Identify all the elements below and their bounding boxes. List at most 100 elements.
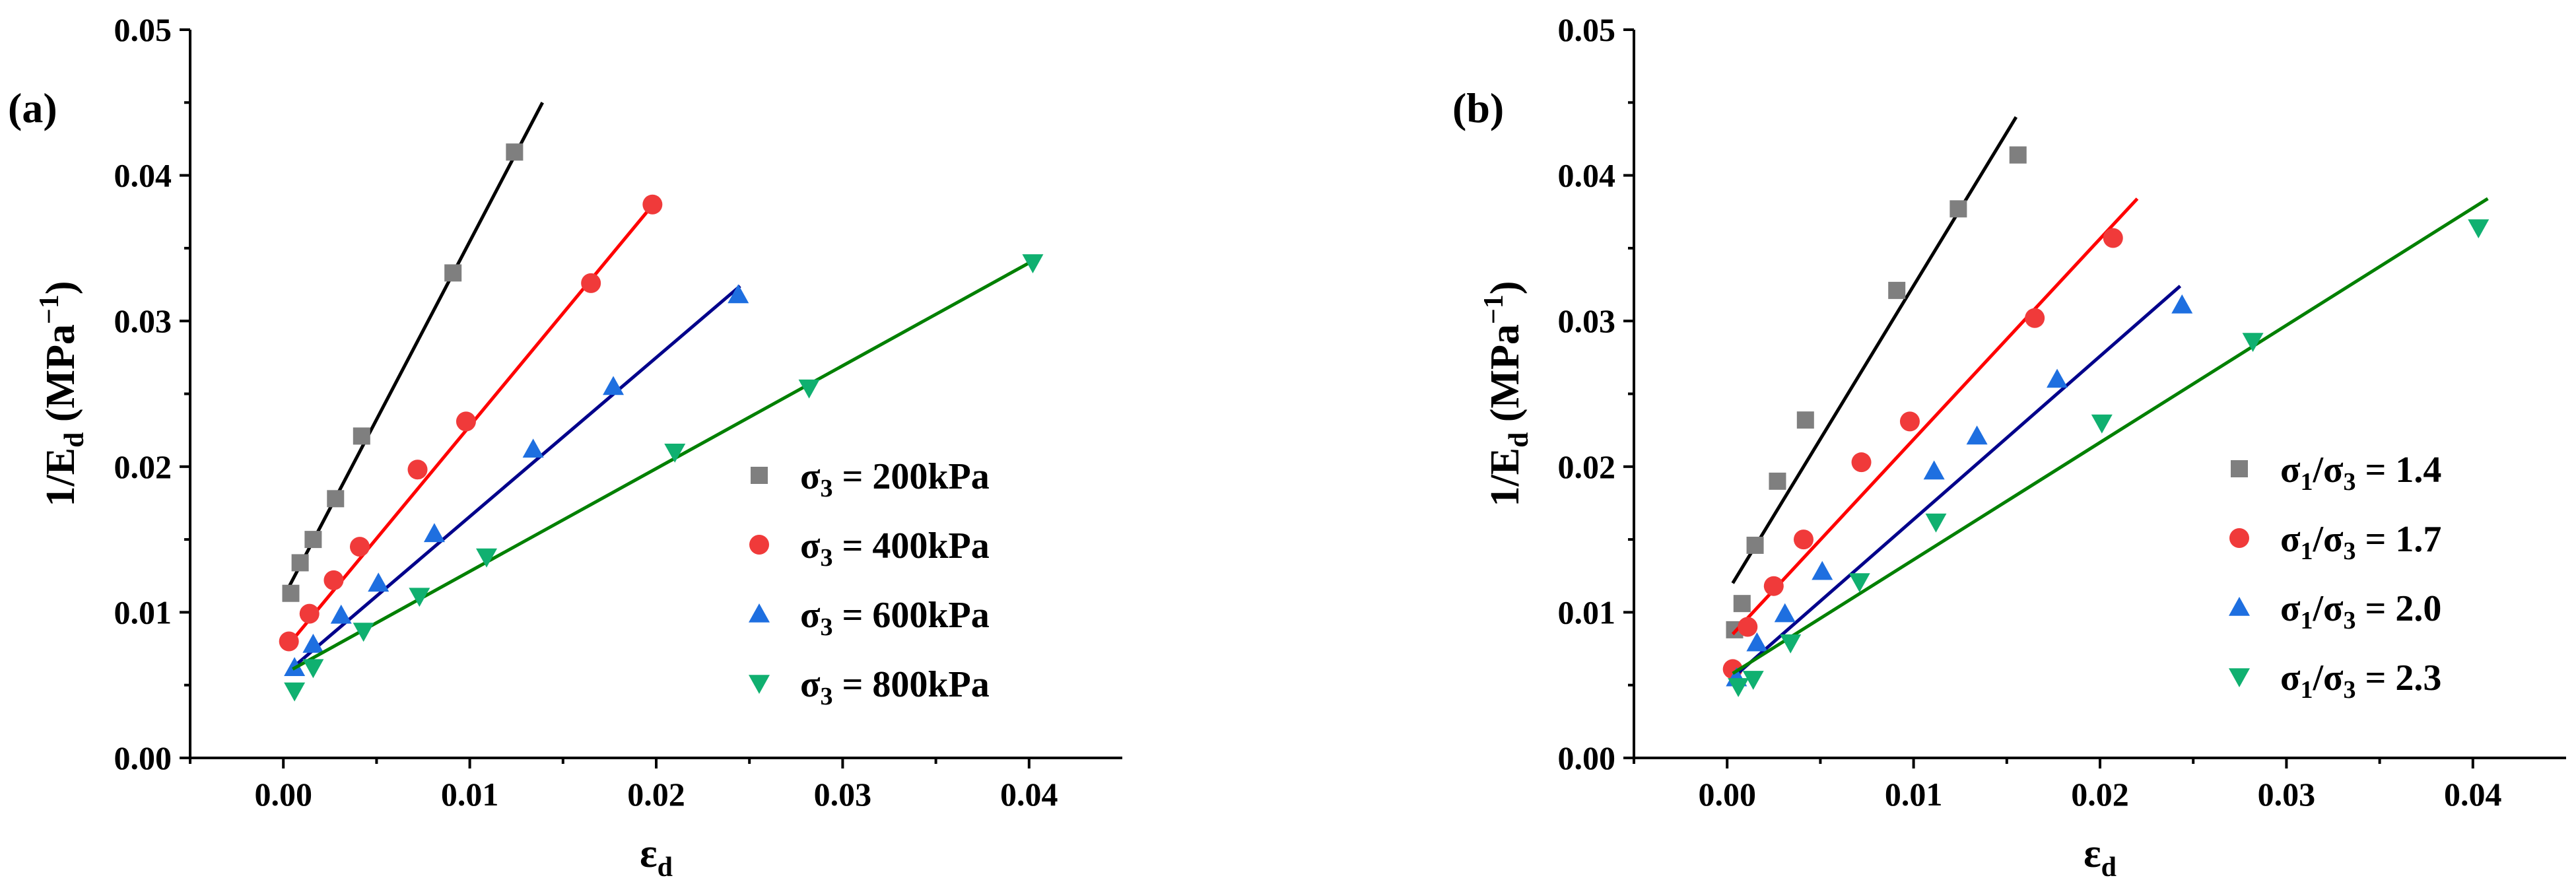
data-point xyxy=(1022,254,1044,273)
y-tick-label: 0.05 xyxy=(114,11,172,48)
data-point xyxy=(284,682,306,702)
data-point xyxy=(368,572,390,592)
data-point xyxy=(664,443,686,463)
data-point xyxy=(330,604,352,624)
legend-text-main: /σ xyxy=(2312,519,2344,560)
x-axis-label-main: ε xyxy=(640,831,658,876)
fit-line xyxy=(291,285,741,669)
legend-text-main: σ xyxy=(800,595,821,636)
data-point xyxy=(1742,671,1764,690)
legend-text-sub: 1 xyxy=(2300,676,2313,704)
data-point xyxy=(1774,603,1796,623)
data-point xyxy=(728,284,749,304)
series-3 xyxy=(1726,285,2193,687)
data-point xyxy=(279,631,299,652)
fit-line xyxy=(1731,197,2139,636)
data-point xyxy=(2103,228,2123,248)
legend-text-sub: 1 xyxy=(2300,468,2313,496)
x-tick-label: 0.02 xyxy=(2071,776,2129,813)
data-point xyxy=(1923,460,1945,480)
data-point xyxy=(2009,146,2027,164)
legend-label: σ3 = 200kPa xyxy=(800,456,990,502)
y-tick-label: 0.03 xyxy=(1558,302,1616,339)
x-tick-label: 0.04 xyxy=(1000,776,1058,813)
legend-text-sub: 3 xyxy=(820,613,832,641)
legend-label: σ1/σ3 = 1.4 xyxy=(2280,450,2441,496)
legend-item-3: σ1/σ3 = 2.0 xyxy=(2229,588,2441,634)
data-point xyxy=(323,570,344,590)
legend-text-value: = 2.3 xyxy=(2356,658,2442,699)
data-point xyxy=(642,194,663,215)
y-tick-label: 0.00 xyxy=(114,739,172,776)
x-tick-label: 0.04 xyxy=(2444,776,2502,813)
legend-text-value: = 2.0 xyxy=(2356,588,2442,629)
fit-line xyxy=(1731,116,2018,584)
y-tick-label: 0.01 xyxy=(1558,594,1616,630)
series-2 xyxy=(279,194,663,652)
legend-item-3: σ3 = 600kPa xyxy=(749,595,990,641)
data-point xyxy=(282,584,300,602)
fit-line xyxy=(1732,285,2182,679)
x-tick-label: 0.01 xyxy=(1885,776,1943,813)
data-point xyxy=(1728,678,1749,697)
y-axis-label-sub: d xyxy=(1504,432,1534,448)
legend-text-main: σ xyxy=(800,664,821,705)
chart-panel-b: (b) 0.00 0.01 0.02 0.03 0.04 0.00 0.01 0.02 0.03 0… xyxy=(1452,11,2566,883)
panel-label: (b) xyxy=(1452,85,1504,131)
data-point xyxy=(1733,595,1751,613)
legend-text-value: = 400kPa xyxy=(832,526,989,566)
series-1 xyxy=(282,102,544,602)
legend-text-main: /σ xyxy=(2312,658,2344,699)
legend-text-sub: 3 xyxy=(2344,607,2356,634)
legend-item-2: σ1/σ3 = 1.7 xyxy=(2229,519,2441,565)
y-tick-label: 0.05 xyxy=(1558,11,1616,48)
x-axis-label: εd xyxy=(640,831,673,883)
data-point xyxy=(1769,472,1786,490)
data-point xyxy=(2171,294,2193,314)
legend-label: σ3 = 800kPa xyxy=(800,664,990,710)
legend-marker xyxy=(749,675,770,694)
legend-text-sub: 1 xyxy=(2300,607,2313,634)
data-point xyxy=(456,411,476,432)
legend-label: σ3 = 400kPa xyxy=(800,526,990,572)
legend-label: σ1/σ3 = 2.3 xyxy=(2280,658,2441,704)
legend-text-value: = 1.4 xyxy=(2356,450,2442,491)
data-point xyxy=(423,523,445,543)
legend-marker xyxy=(2229,668,2250,687)
legend-text-sub: 3 xyxy=(2344,468,2356,496)
series-4 xyxy=(1728,197,2490,697)
y-tick-label: 0.02 xyxy=(114,448,172,485)
y-axis-label-sup: −1 xyxy=(34,294,65,324)
legend-text-main: σ xyxy=(800,456,821,497)
data-point xyxy=(506,143,524,161)
y-tick-label: 0.00 xyxy=(1558,739,1616,776)
legend-label: σ1/σ3 = 2.0 xyxy=(2280,588,2441,634)
series-1 xyxy=(1726,116,2027,638)
legend-label: σ3 = 600kPa xyxy=(800,595,990,641)
data-point xyxy=(409,588,430,607)
data-point xyxy=(522,438,544,458)
data-point xyxy=(1812,561,1833,580)
legend-text-sub: 3 xyxy=(820,475,832,502)
legend-text-main: σ xyxy=(2280,658,2301,699)
legend-text-main: σ xyxy=(800,526,821,566)
data-point xyxy=(444,264,462,282)
x-tick-label: 0.03 xyxy=(814,776,872,813)
chart-panel-a: (a) 0.00 0.01 0.02 0.03 0.04 0.00 0.01 0.02 0.03 0… xyxy=(8,11,1122,883)
x-axis-label-sub: d xyxy=(2101,852,2117,883)
data-point xyxy=(353,623,374,642)
y-tick-label: 0.04 xyxy=(114,157,172,194)
legend-text-value: = 1.7 xyxy=(2356,519,2442,560)
x-tick-label: 0.03 xyxy=(2258,776,2316,813)
legend-text-sub: 3 xyxy=(2344,537,2356,565)
legend-text-main: /σ xyxy=(2312,450,2344,491)
legend-marker xyxy=(749,603,770,623)
data-point xyxy=(349,537,370,557)
legend-item-2: σ3 = 400kPa xyxy=(749,526,990,572)
data-point xyxy=(1949,200,1967,218)
data-point xyxy=(476,548,498,568)
y-tick-label: 0.04 xyxy=(1558,157,1616,194)
data-point xyxy=(353,427,370,445)
panel-label: (a) xyxy=(8,85,57,131)
data-point xyxy=(2468,219,2490,239)
